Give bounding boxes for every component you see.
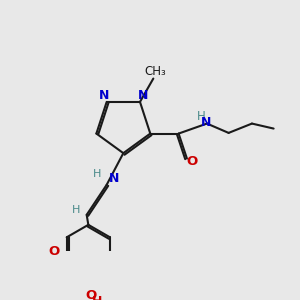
Text: N: N: [109, 172, 119, 185]
Text: H: H: [93, 169, 101, 179]
Text: H: H: [92, 295, 102, 300]
Text: N: N: [201, 116, 211, 129]
Text: O: O: [85, 289, 96, 300]
Text: N: N: [99, 89, 109, 102]
Text: CH₃: CH₃: [144, 65, 166, 78]
Text: H: H: [196, 110, 205, 123]
Text: O: O: [49, 245, 60, 258]
Text: H: H: [72, 205, 80, 215]
Text: N: N: [137, 89, 148, 102]
Text: O: O: [186, 155, 198, 168]
